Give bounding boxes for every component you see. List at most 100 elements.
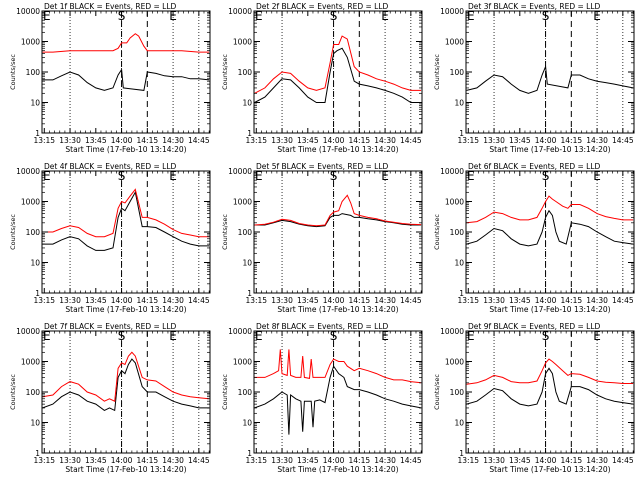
y-tick-label: 10 (30, 419, 40, 428)
panel-frame (41, 330, 211, 454)
y-tick-label: 1 (35, 129, 40, 138)
y-tick-label: 10 (242, 419, 252, 428)
panel-frame (41, 170, 211, 294)
y-tick-label: 10 (454, 259, 464, 268)
x-tick-label: 14:15 (561, 296, 583, 305)
x-axis-label: Start Time (17-Feb-10 13:14:20) (489, 145, 610, 154)
lld-series-line (254, 349, 422, 384)
panel-frame (253, 330, 423, 454)
y-tick-label: 100 (450, 228, 465, 237)
x-tick-label: 14:00 (111, 296, 133, 305)
events-series-line (42, 68, 210, 91)
x-tick-label: 14:00 (323, 136, 345, 145)
x-tick-label: 14:30 (374, 136, 396, 145)
x-tick-label: 13:30 (59, 456, 81, 465)
y-tick-label: 100 (238, 228, 253, 237)
x-tick-label: 14:30 (374, 296, 396, 305)
x-tick-label: 13:15 (245, 296, 267, 305)
y-tick-label: 1000 (445, 198, 464, 207)
x-tick-label: 14:15 (137, 456, 159, 465)
left-e-marker: E (255, 169, 263, 183)
detector-panel-3: Det 3f BLACK = Events, RED = LLDESE11010… (433, 2, 635, 154)
lld-series-line (254, 35, 422, 94)
detector-panel-7: Det 7f BLACK = Events, RED = LLDESE11010… (9, 322, 211, 474)
x-tick-label: 14:30 (162, 456, 184, 465)
panel-title: Det 2f BLACK = Events, RED = LLD (256, 2, 389, 11)
panel-title: Det 5f BLACK = Events, RED = LLD (256, 162, 389, 171)
panel-title: Det 9f BLACK = Events, RED = LLD (468, 322, 601, 331)
x-tick-label: 14:15 (561, 456, 583, 465)
x-tick-label: 13:45 (85, 296, 107, 305)
y-tick-label: 1 (247, 449, 252, 458)
y-tick-label: 10000 (228, 167, 252, 176)
x-tick-label: 13:15 (457, 136, 479, 145)
y-tick-label: 10 (30, 259, 40, 268)
x-tick-label: 13:15 (245, 456, 267, 465)
panel-frame (253, 170, 423, 294)
y-tick-label: 10 (242, 99, 252, 108)
x-tick-label: 13:30 (59, 296, 81, 305)
x-tick-label: 14:00 (323, 296, 345, 305)
detector-panel-8: Det 8f BLACK = Events, RED = LLDESE11010… (221, 322, 423, 474)
y-tick-label: 1 (247, 289, 252, 298)
x-tick-label: 14:45 (612, 136, 634, 145)
x-tick-label: 13:30 (271, 296, 293, 305)
detector-panel-5: Det 5f BLACK = Events, RED = LLDESE11010… (221, 162, 423, 314)
y-axis-label: Counts/sec (221, 214, 229, 250)
x-tick-label: 13:15 (457, 296, 479, 305)
x-tick-label: 14:45 (400, 136, 422, 145)
x-tick-label: 13:45 (297, 456, 319, 465)
y-tick-label: 1000 (233, 38, 252, 47)
detector-panel-9: Det 9f BLACK = Events, RED = LLDESE11010… (433, 322, 635, 474)
x-tick-label: 14:30 (586, 136, 608, 145)
panel-title: Det 1f BLACK = Events, RED = LLD (44, 2, 177, 11)
x-tick-label: 14:00 (535, 456, 557, 465)
lld-series-line (42, 351, 210, 402)
x-axis-label: Start Time (17-Feb-10 13:14:20) (277, 305, 398, 314)
lld-series-line (466, 195, 634, 224)
x-tick-label: 13:45 (297, 296, 319, 305)
x-tick-label: 13:45 (297, 136, 319, 145)
x-axis-label: Start Time (17-Feb-10 13:14:20) (277, 465, 398, 474)
left-e-marker: E (467, 329, 475, 343)
lld-series-line (466, 358, 634, 385)
x-tick-label: 13:15 (33, 136, 55, 145)
y-tick-label: 10 (454, 419, 464, 428)
y-tick-label: 100 (238, 68, 253, 77)
y-tick-label: 1000 (21, 358, 40, 367)
y-tick-label: 1000 (445, 38, 464, 47)
left-e-marker: E (467, 9, 475, 23)
y-tick-label: 10000 (16, 327, 40, 336)
y-tick-label: 10000 (16, 167, 40, 176)
y-axis-label: Counts/sec (9, 214, 17, 250)
x-tick-label: 13:15 (457, 456, 479, 465)
x-tick-label: 13:15 (245, 136, 267, 145)
x-tick-label: 14:45 (612, 456, 634, 465)
x-tick-label: 14:00 (535, 296, 557, 305)
x-axis-label: Start Time (17-Feb-10 13:14:20) (489, 465, 610, 474)
x-tick-label: 13:45 (85, 456, 107, 465)
y-tick-label: 100 (26, 388, 41, 397)
left-e-marker: E (43, 169, 51, 183)
y-tick-label: 100 (238, 388, 253, 397)
y-tick-label: 10000 (440, 7, 464, 16)
x-tick-label: 14:15 (137, 136, 159, 145)
x-tick-label: 14:30 (586, 296, 608, 305)
y-axis-label: Counts/sec (433, 214, 441, 250)
lld-series-line (42, 188, 210, 238)
y-tick-label: 100 (26, 228, 41, 237)
x-tick-label: 14:15 (137, 296, 159, 305)
left-e-marker: E (43, 9, 51, 23)
y-tick-label: 1 (35, 289, 40, 298)
detector-panel-2: Det 2f BLACK = Events, RED = LLDESE11010… (221, 2, 423, 154)
x-axis-label: Start Time (17-Feb-10 13:14:20) (277, 145, 398, 154)
events-series-line (466, 66, 634, 94)
y-tick-label: 10 (30, 99, 40, 108)
events-series-line (466, 367, 634, 407)
y-tick-label: 1 (459, 289, 464, 298)
x-tick-label: 13:45 (509, 456, 531, 465)
x-axis-label: Start Time (17-Feb-10 13:14:20) (489, 305, 610, 314)
x-tick-label: 14:45 (612, 296, 634, 305)
x-tick-label: 13:45 (509, 296, 531, 305)
